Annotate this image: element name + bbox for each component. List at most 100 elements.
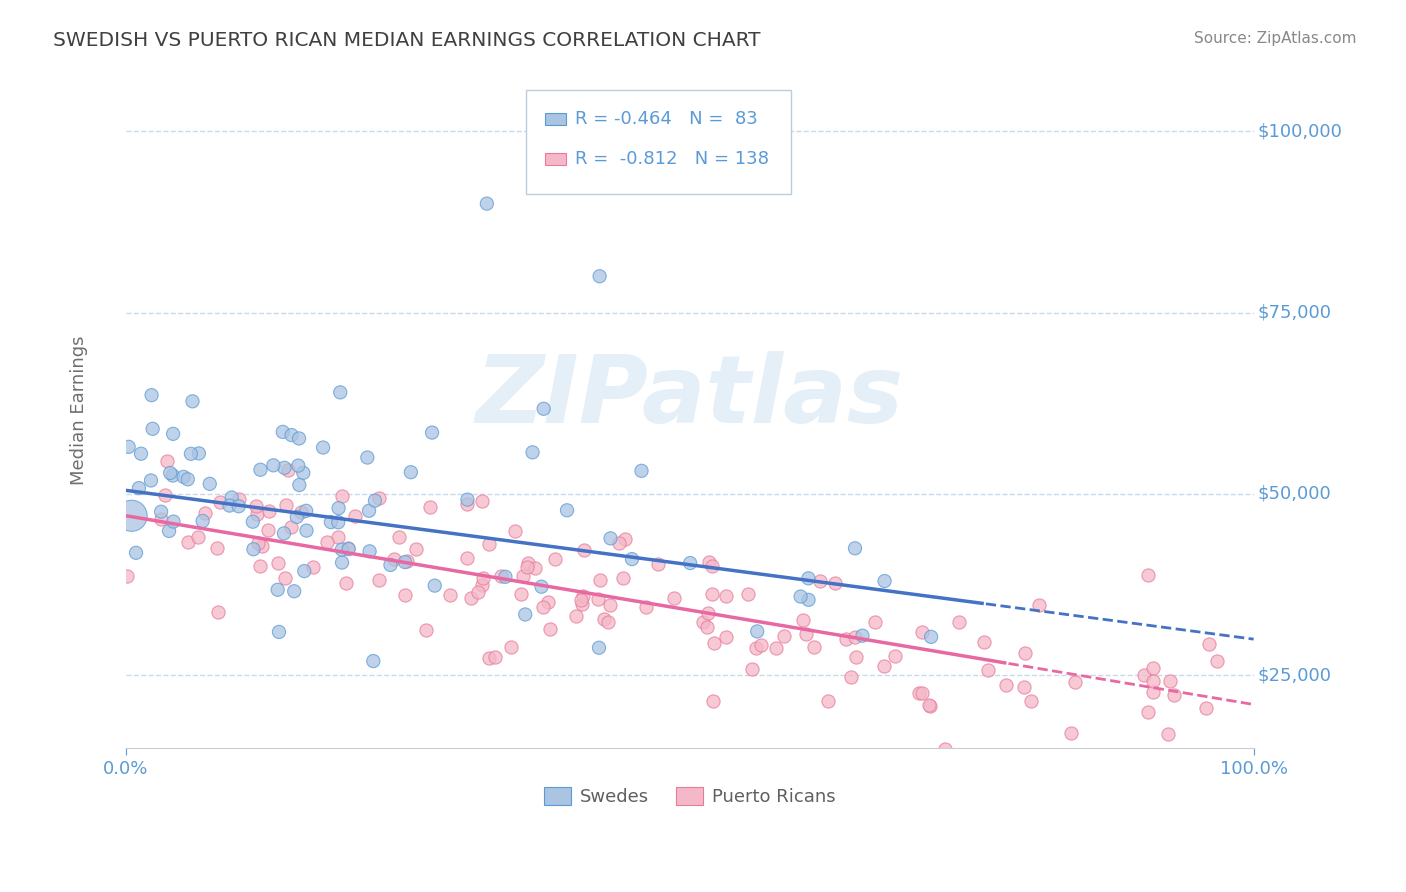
Point (329, 385, 352, 400)
Point (344, 508, 367, 523)
Point (1142, 661, 1164, 675)
Text: $100,000: $100,000 (1257, 122, 1341, 140)
Point (609, 536, 631, 550)
Point (1028, 599, 1050, 613)
Point (423, 579, 446, 593)
Point (328, 530, 350, 544)
Text: $75,000: $75,000 (1257, 303, 1331, 321)
Point (1137, 706, 1160, 720)
Point (292, 466, 315, 480)
Point (773, 629, 796, 643)
Point (703, 636, 725, 650)
Point (745, 641, 768, 656)
Point (257, 504, 280, 518)
Point (780, 763, 803, 777)
Point (194, 507, 217, 521)
Point (280, 428, 302, 442)
Point (692, 615, 714, 629)
Text: ZIPatlas: ZIPatlas (475, 351, 904, 443)
Point (242, 515, 264, 529)
Point (295, 504, 318, 518)
Point (394, 555, 416, 569)
Point (337, 541, 360, 556)
FancyBboxPatch shape (546, 153, 565, 165)
Point (555, 503, 578, 517)
Point (824, 575, 846, 590)
Point (394, 588, 416, 602)
Point (330, 489, 353, 503)
Point (478, 537, 501, 551)
Point (792, 613, 814, 627)
Point (180, 447, 202, 461)
Point (330, 556, 353, 570)
Point (187, 530, 209, 544)
Point (456, 550, 478, 565)
Point (948, 615, 970, 630)
Point (382, 552, 405, 566)
Point (620, 552, 643, 566)
Point (471, 493, 494, 508)
Point (810, 574, 832, 589)
Point (1136, 567, 1159, 582)
Point (129, 447, 152, 461)
Point (1195, 701, 1218, 715)
Point (851, 629, 873, 643)
Point (292, 564, 315, 578)
Point (246, 536, 269, 550)
Point (572, 589, 595, 603)
Point (162, 426, 184, 441)
Point (789, 590, 811, 604)
Point (883, 648, 905, 663)
Point (516, 556, 538, 570)
Point (337, 542, 360, 557)
Point (697, 555, 720, 569)
Point (277, 462, 299, 476)
Point (205, 541, 228, 556)
Point (280, 520, 302, 534)
Point (252, 539, 274, 553)
Point (335, 575, 357, 590)
Point (153, 488, 176, 502)
Point (283, 584, 305, 599)
Point (330, 542, 353, 557)
Point (571, 593, 593, 607)
Point (918, 699, 941, 714)
Point (737, 587, 759, 601)
Point (439, 588, 461, 602)
Point (873, 658, 896, 673)
Point (156, 454, 179, 468)
Point (845, 650, 868, 665)
Point (363, 654, 385, 668)
Point (471, 578, 494, 592)
Point (395, 554, 418, 568)
Point (503, 524, 526, 538)
Point (249, 558, 271, 573)
Point (467, 585, 489, 599)
Point (266, 556, 288, 570)
Point (262, 458, 284, 473)
Point (839, 670, 862, 684)
Point (530, 580, 553, 594)
Point (516, 560, 538, 574)
Point (356, 450, 378, 465)
Point (702, 558, 724, 573)
Point (181, 394, 204, 409)
Point (288, 432, 311, 446)
Point (494, 570, 516, 584)
Point (1064, 675, 1087, 690)
Point (405, 542, 427, 557)
Point (647, 557, 669, 571)
Point (157, 524, 180, 538)
Point (399, 465, 422, 479)
Text: R = -0.464   N =  83: R = -0.464 N = 83 (575, 110, 758, 128)
Point (918, 698, 941, 713)
Point (586, 592, 609, 607)
Point (571, 597, 593, 611)
Point (273, 526, 295, 541)
Point (696, 620, 718, 634)
Point (472, 571, 495, 585)
Point (187, 446, 209, 460)
Point (531, 600, 554, 615)
Point (302, 560, 325, 574)
Point (565, 608, 588, 623)
